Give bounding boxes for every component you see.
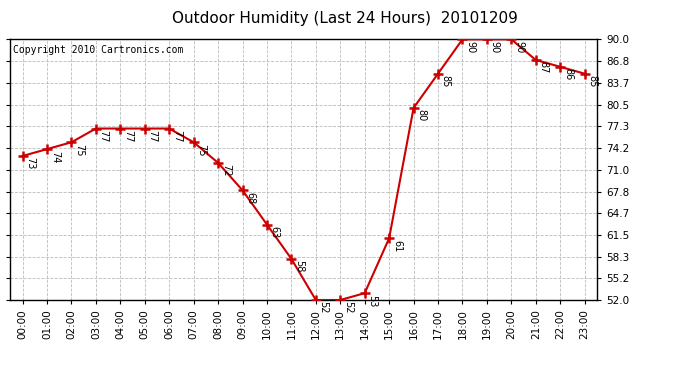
Text: 90: 90 [465,41,475,53]
Text: 58: 58 [294,260,304,273]
Text: 86: 86 [563,68,573,81]
Text: 77: 77 [148,130,157,142]
Text: 77: 77 [123,130,133,142]
Text: 73: 73 [26,158,35,170]
Text: 52: 52 [343,302,353,314]
Text: 85: 85 [441,75,451,87]
Text: 77: 77 [99,130,108,142]
Text: 90: 90 [490,41,500,53]
Text: 90: 90 [514,41,524,53]
Text: Outdoor Humidity (Last 24 Hours)  20101209: Outdoor Humidity (Last 24 Hours) 2010120… [172,11,518,26]
Text: 87: 87 [538,62,549,74]
Text: Copyright 2010 Cartronics.com: Copyright 2010 Cartronics.com [13,45,184,55]
Text: 74: 74 [50,150,60,163]
Text: 75: 75 [197,144,206,156]
Text: 72: 72 [221,164,231,177]
Text: 52: 52 [319,302,328,314]
Text: 77: 77 [172,130,182,142]
Text: 68: 68 [245,192,255,204]
Text: 75: 75 [75,144,84,156]
Text: 63: 63 [270,226,279,238]
Text: 61: 61 [392,240,402,252]
Text: 80: 80 [416,110,426,122]
Text: 53: 53 [368,294,377,307]
Text: 85: 85 [587,75,598,87]
